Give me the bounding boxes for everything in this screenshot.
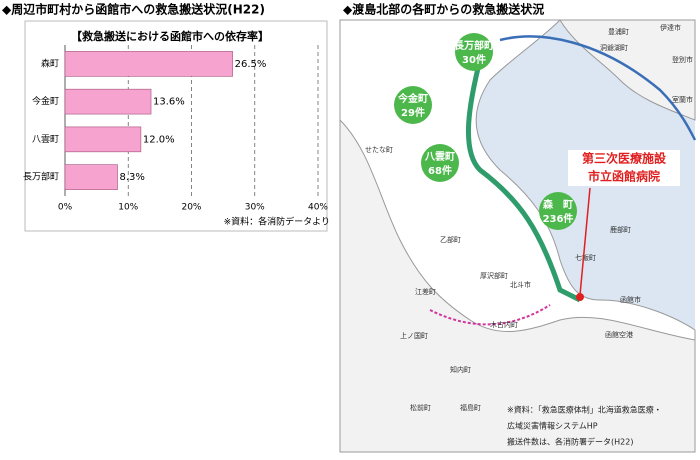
place: 上ノ国町 bbox=[400, 331, 428, 340]
bubble bbox=[539, 192, 577, 230]
place: 函館市 bbox=[620, 295, 641, 304]
value-label: 12.0% bbox=[143, 134, 175, 145]
value-label: 8.3% bbox=[119, 172, 144, 183]
chart-note: ※資料：各消防データより bbox=[224, 216, 330, 228]
place: 松前町 bbox=[410, 403, 431, 412]
y-tick-label: 長万部町 bbox=[23, 171, 59, 183]
bubble bbox=[394, 86, 432, 124]
map-title: ◆渡島北部の各町からの救急搬送状況 bbox=[343, 2, 544, 17]
route bbox=[466, 59, 582, 303]
land-east bbox=[559, 19, 696, 121]
place: せたな町 bbox=[365, 146, 393, 154]
place: 洞爺湖町 bbox=[600, 43, 628, 52]
x-tick-label: 30% bbox=[245, 203, 265, 213]
x-tick-label: 0% bbox=[58, 203, 73, 213]
bubble-name: 今金町 bbox=[397, 92, 428, 105]
x-tick-label: 20% bbox=[181, 203, 201, 213]
place: 豊浦町 bbox=[608, 27, 629, 36]
x-tick-label: 10% bbox=[118, 203, 138, 213]
route-east bbox=[499, 35, 697, 141]
chart-frame bbox=[24, 20, 328, 232]
bar bbox=[64, 51, 233, 77]
bubble-name: 八雲町 bbox=[424, 151, 455, 163]
place: 木古内町 bbox=[490, 320, 518, 329]
bar bbox=[64, 88, 152, 115]
bar bbox=[64, 164, 118, 190]
map-note: 広域災害情報システムHP bbox=[507, 421, 598, 431]
y-tick-label: 今金町 bbox=[32, 95, 59, 107]
place: 函館空港 bbox=[605, 330, 633, 339]
value-label: 13.6% bbox=[153, 97, 185, 108]
place: 七飯町 bbox=[575, 253, 596, 262]
value-label: 26.5% bbox=[235, 59, 267, 70]
bubble bbox=[421, 144, 459, 182]
map: ◆渡島北部の各町からの救急搬送状況 せたな町 乙部町 厚沢部町 江差町 上ノ国町… bbox=[339, 2, 697, 453]
bubble-count: 68件 bbox=[428, 164, 452, 177]
place: 登別市 bbox=[672, 55, 693, 64]
map-note: ※資料：「救急医療体制」北海道救急医療・ bbox=[507, 405, 662, 415]
route-south bbox=[429, 304, 551, 326]
place: 厚沢部町 bbox=[480, 271, 508, 280]
place: 知内町 bbox=[450, 365, 471, 374]
callout-arrow bbox=[579, 187, 591, 296]
x-tick-label: 40% bbox=[308, 203, 328, 213]
hospital bbox=[576, 293, 584, 301]
land-south bbox=[339, 118, 696, 453]
bubble-name: 長万部町 bbox=[454, 39, 494, 52]
place: 北斗市 bbox=[510, 280, 531, 289]
bar bbox=[64, 126, 142, 153]
bubble-count: 30件 bbox=[462, 53, 486, 66]
place: 福島町 bbox=[460, 403, 481, 412]
place: 江差町 bbox=[415, 287, 436, 296]
callout-box bbox=[568, 150, 680, 186]
y-tick-label: 八雲町 bbox=[32, 134, 59, 145]
callout: 市立函館病院 bbox=[588, 169, 660, 184]
bubble-name: 森 町 bbox=[542, 198, 573, 211]
bubble-count: 236件 bbox=[543, 212, 574, 225]
map-note: 搬送件数は、各消防署データ(H22) bbox=[507, 437, 633, 447]
bubble bbox=[455, 33, 493, 71]
place: 乙部町 bbox=[440, 235, 461, 244]
chart-title: ◆周辺市町村から函館市への救急搬送状況(H22) bbox=[2, 2, 265, 17]
place: 鹿部町 bbox=[610, 225, 631, 234]
place: 伊達市 bbox=[660, 23, 681, 32]
chart-subtitle: 【救急搬送における函館市への依存率】 bbox=[71, 29, 269, 43]
y-tick-label: 森町 bbox=[41, 57, 59, 69]
place: 室蘭市 bbox=[672, 95, 693, 104]
bubble-count: 29件 bbox=[401, 106, 425, 119]
callout: 第三次医療施設 bbox=[582, 151, 667, 166]
